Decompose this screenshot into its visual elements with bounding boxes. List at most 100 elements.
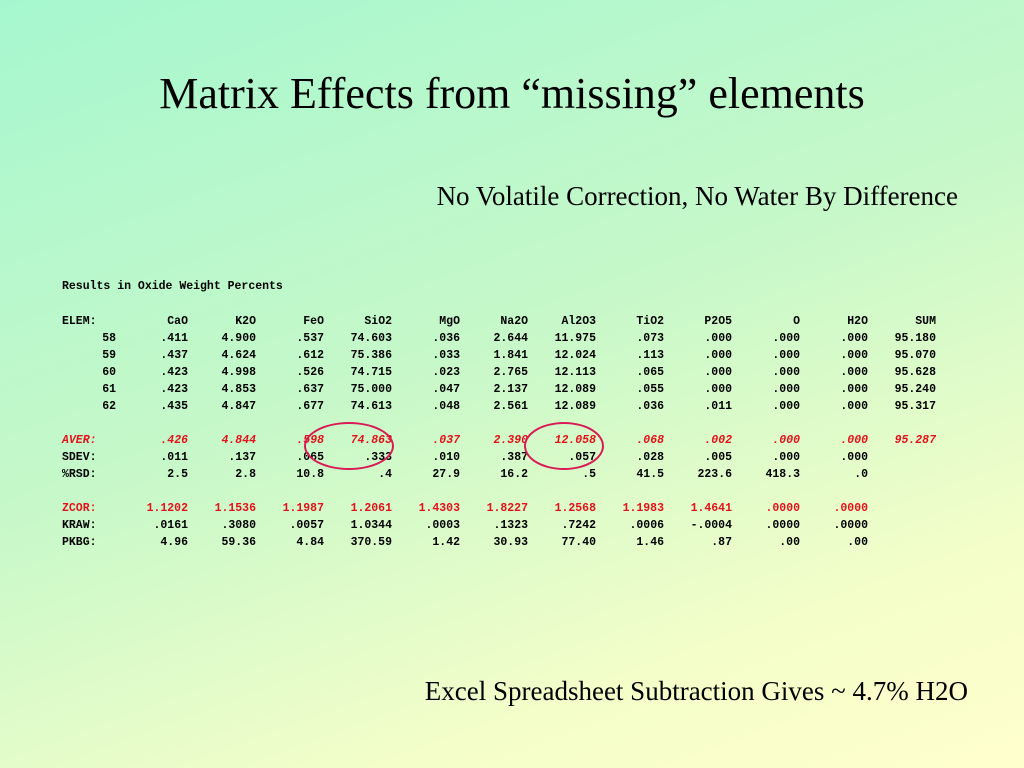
table-cell: 10.8 [296,468,324,481]
table-cell: .0003 [425,519,460,532]
row-label: 62 [102,400,116,413]
table-cell: .3080 [221,519,256,532]
table-cell: 74.603 [350,332,392,345]
table-cell: .000 [772,332,800,345]
table-cell: 2.390 [493,434,528,447]
table-cell: 4.96 [160,536,188,549]
table-cell: 95.628 [894,366,936,379]
table-row: 61 .423 4.853 .637 75.000 .047 2.137 12.089 .055… [58,381,936,398]
row-label: %RSD: [62,468,97,481]
table-cell [868,500,936,517]
table-cell: .387 [500,451,528,464]
table-cell: 74.613 [350,400,392,413]
table-cell: 4.900 [221,332,256,345]
slide-subtitle: No Volatile Correction, No Water By Diff… [436,181,958,211]
table-cell: 11.975 [554,332,596,345]
row-label: 60 [102,366,116,379]
table-cell: 1.0344 [350,519,392,532]
table-cell: MgO [439,315,460,328]
table-cell: .437 [160,349,188,362]
row-label: ELEM: [62,315,97,328]
table-cell: .113 [636,349,664,362]
table-cell: .055 [636,383,664,396]
table-cell: .065 [636,366,664,379]
row-label: 61 [102,383,116,396]
table-cell: P2O5 [704,315,732,328]
table-cell: 1.4303 [418,502,460,515]
table-cell: 2.5 [167,468,188,481]
table-spacer-row [58,415,936,432]
table-cell [868,449,936,466]
table-spacer-row [58,483,936,500]
table-cell: 95.287 [894,434,936,447]
table-cell: .87 [711,536,732,549]
table-cell: 95.070 [894,349,936,362]
table-cell: .002 [704,434,732,447]
table-cell: 41.5 [636,468,664,481]
table-cell: .537 [296,332,324,345]
table-cell: 75.386 [350,349,392,362]
table-cell: H2O [847,315,868,328]
row-label: AVER: [62,434,97,447]
table-cell: .677 [296,400,324,413]
table-cell: 1.2061 [350,502,392,515]
table-cell: .000 [772,451,800,464]
table-cell: .526 [296,366,324,379]
table-cell: 75.000 [350,383,392,396]
table-cell: .000 [840,332,868,345]
table-cell: 12.024 [554,349,596,362]
table-cell: 95.180 [894,332,936,345]
table-cell: 12.113 [554,366,596,379]
table-cell: .00 [779,536,800,549]
table-cell: 12.089 [554,400,596,413]
table-cell [868,534,936,551]
table-cell: .000 [704,383,732,396]
slide-title: Matrix Effects from “missing” elements [159,69,865,118]
table-cell: 2.644 [493,332,528,345]
table-cell: 12.089 [554,383,596,396]
table-cell: .137 [228,451,256,464]
table-cell: 1.2568 [554,502,596,515]
row-label: KRAW: [62,519,97,532]
table-cell: 223.6 [697,468,732,481]
table-cell: 4.847 [221,400,256,413]
table-cell [868,466,936,483]
table-cell: .0000 [765,519,800,532]
table-cell: 418.3 [765,468,800,481]
table-cell: .036 [432,332,460,345]
results-table: ELEM: CaO K2O FeO SiO2 MgO Na2O Al2O3 TiO2 P2O5 O H… [58,313,936,551]
sio2-average-highlight-circle [304,422,394,470]
table-cell: 95.240 [894,383,936,396]
table-cell: 1.4641 [690,502,732,515]
table-cell: 2.561 [493,400,528,413]
table-cell: -.0004 [690,519,732,532]
table-cell: 4.844 [221,434,256,447]
table-cell: 1.1202 [146,502,188,515]
table-cell: .426 [160,434,188,447]
table-cell: .011 [160,451,188,464]
row-label: 59 [102,349,116,362]
table-cell: 1.42 [432,536,460,549]
table-cell: .000 [840,400,868,413]
table-cell: .423 [160,366,188,379]
table-cell: 4.84 [296,536,324,549]
kraw-row: KRAW: .0161 .3080 .0057 1.0344 .0003 .1323 .724… [58,517,936,534]
table-cell: .048 [432,400,460,413]
table-cell: CaO [167,315,188,328]
table-cell: 1.1536 [214,502,256,515]
results-heading: Results in Oxide Weight Percents [62,280,283,293]
table-cell: .033 [432,349,460,362]
table-cell: .0000 [765,502,800,515]
row-label: ZCOR: [62,502,97,515]
table-cell: .612 [296,349,324,362]
table-cell: .0000 [833,519,868,532]
table-cell: .000 [840,383,868,396]
table-cell: .000 [704,366,732,379]
table-cell: 1.841 [493,349,528,362]
table-cell: 30.93 [493,536,528,549]
table-cell: .036 [636,400,664,413]
table-cell: .000 [772,434,800,447]
table-cell: 74.715 [350,366,392,379]
table-cell: .000 [840,434,868,447]
table-cell: O [793,315,800,328]
